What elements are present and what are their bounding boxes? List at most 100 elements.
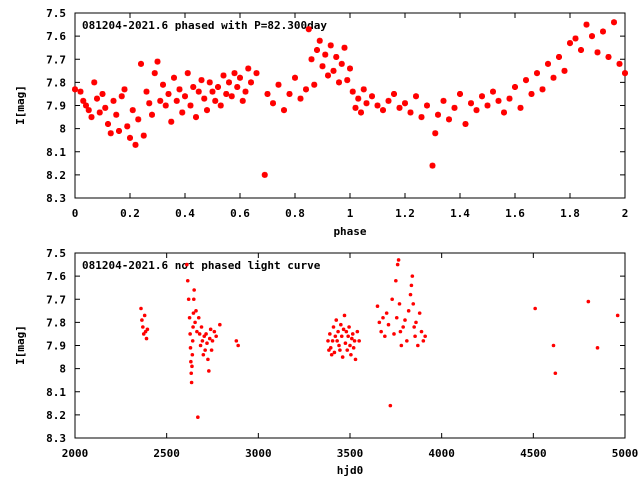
- data-point: [349, 352, 353, 357]
- data-point: [556, 53, 562, 60]
- x-tick-label: 0.8: [285, 207, 305, 220]
- data-point: [297, 95, 304, 102]
- data-point: [187, 315, 192, 320]
- data-point: [440, 97, 447, 104]
- data-point: [165, 90, 172, 97]
- data-point: [385, 97, 392, 104]
- data-point: [190, 84, 197, 90]
- data-point: [418, 114, 425, 121]
- data-point: [248, 79, 254, 86]
- data-point: [176, 86, 183, 93]
- y-tick-label: 8.2: [46, 409, 66, 422]
- data-point: [374, 102, 381, 109]
- data-point: [435, 111, 441, 118]
- data-point: [210, 339, 215, 343]
- y-tick-label: 7.7: [46, 53, 66, 66]
- data-point: [338, 348, 342, 352]
- data-point: [413, 93, 419, 100]
- data-point: [72, 86, 78, 93]
- data-point: [217, 102, 224, 109]
- data-point: [102, 104, 109, 111]
- data-point: [396, 258, 401, 262]
- data-point: [327, 42, 334, 49]
- data-point: [209, 88, 216, 95]
- x-tick-label: 0.2: [120, 207, 140, 220]
- data-point: [286, 90, 293, 97]
- data-point: [396, 104, 403, 111]
- data-point: [190, 364, 194, 369]
- data-point: [409, 283, 414, 288]
- data-point: [605, 53, 612, 60]
- y-tick-label: 8: [59, 363, 66, 376]
- data-point: [611, 19, 617, 26]
- data-point: [350, 336, 354, 341]
- data-point: [379, 329, 383, 334]
- data-point: [226, 79, 232, 86]
- x-tick-label: 3500: [337, 447, 364, 460]
- data-point: [110, 97, 117, 104]
- data-point: [395, 262, 400, 267]
- data-point: [305, 26, 312, 33]
- data-point: [141, 325, 145, 329]
- data-point: [188, 346, 193, 350]
- data-point: [231, 70, 238, 77]
- data-point: [545, 60, 551, 67]
- chart-title: 081204-2021.6 not phased light curve: [82, 259, 321, 272]
- data-point: [140, 132, 147, 139]
- x-tick-label: 3000: [245, 447, 272, 460]
- data-point: [206, 357, 210, 362]
- data-point: [113, 111, 120, 118]
- data-point: [586, 299, 591, 304]
- data-point: [328, 346, 333, 350]
- data-point: [91, 79, 98, 86]
- data-point: [195, 88, 202, 95]
- unphased-light-curve-panel: 081204-2021.6 not phased light curve hjd…: [14, 247, 638, 477]
- data-point: [196, 415, 200, 419]
- data-point: [338, 60, 345, 67]
- data-point: [185, 278, 190, 283]
- data-point: [334, 318, 339, 322]
- data-point: [462, 121, 469, 127]
- data-point: [135, 116, 142, 123]
- data-point: [261, 171, 268, 178]
- data-point: [228, 93, 235, 100]
- data-point: [392, 332, 396, 336]
- data-point: [242, 88, 249, 95]
- data-point: [96, 109, 103, 116]
- data-point: [417, 311, 422, 315]
- data-point: [501, 109, 507, 116]
- data-point: [173, 97, 180, 104]
- x-tick-label: 1.2: [395, 207, 415, 220]
- data-point: [107, 130, 114, 137]
- data-point: [377, 320, 382, 325]
- y-tick-label: 8.3: [46, 192, 66, 205]
- data-point: [423, 334, 427, 339]
- data-point: [347, 65, 353, 72]
- data-point: [99, 90, 106, 97]
- y-tick-label: 7.9: [46, 100, 66, 113]
- data-point: [162, 102, 169, 109]
- data-point: [457, 90, 463, 97]
- data-point: [214, 334, 218, 339]
- data-point: [326, 339, 330, 343]
- chart-title: 081204-2021.6 phased with P=82.300day: [82, 19, 327, 32]
- data-point: [495, 97, 502, 104]
- data-point: [195, 329, 199, 334]
- y-tick-label: 7.9: [46, 340, 66, 353]
- data-point: [127, 134, 133, 141]
- data-point: [325, 72, 331, 79]
- y-axis-label: I[mag]: [14, 325, 27, 365]
- data-point: [397, 302, 402, 306]
- data-point: [146, 100, 153, 107]
- data-point: [234, 339, 239, 343]
- y-tick-label: 8.2: [46, 169, 66, 182]
- data-point: [182, 93, 188, 100]
- data-point: [154, 58, 161, 65]
- data-point: [355, 95, 362, 102]
- data-point: [411, 302, 416, 306]
- data-point: [234, 84, 241, 90]
- data-point: [363, 100, 370, 107]
- data-point: [357, 339, 361, 343]
- data-point: [303, 86, 309, 93]
- data-point: [80, 97, 87, 104]
